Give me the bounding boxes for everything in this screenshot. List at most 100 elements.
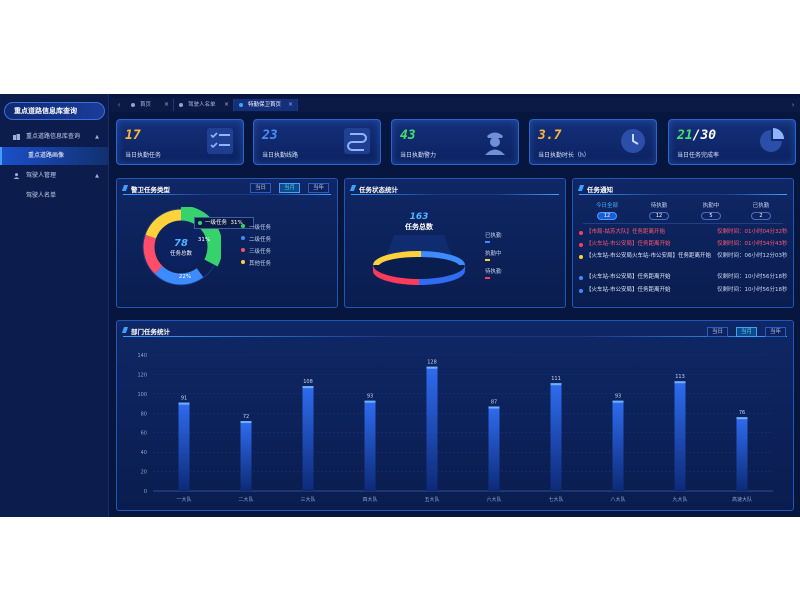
tab-label: 特勤保卫首页 [248,102,282,108]
kpi-card-completion: 21/30 当日任务完成率 [668,119,796,165]
kpi-card-routes: 23 当日执勤线路 [253,119,381,165]
y-tick-label: 100 [137,392,147,398]
kpi-label: 当日执勤线路 [262,152,299,159]
close-icon[interactable]: × [223,101,229,108]
chevron-left-icon[interactable]: ‹ [117,101,121,109]
panel-title: 部门任务统计 [123,326,170,336]
sidebar-item-driver-management[interactable]: 驾驶人管理 ▲ [0,167,109,185]
legend-level1[interactable]: 一级任务 [241,223,271,231]
sidebar-title[interactable]: 重点道路信息库查询 [4,102,105,120]
bar [736,417,748,491]
status-segment-ongoing [372,250,421,265]
notice-row[interactable]: 【火车站-市公安局】任务距离开始 仅剩时间：10小时56分18秒 [579,274,788,284]
route-icon [344,128,370,154]
segment-month[interactable]: 当月 [279,183,301,193]
bar [364,400,376,491]
kpi-label: 当日执勤时长（h） [538,152,590,159]
legend-other[interactable]: 其他任务 [241,259,271,267]
y-tick-label: 40 [141,450,147,456]
data-label: 111 [551,376,561,382]
bar [488,406,500,491]
legend-level3[interactable]: 三级任务 [241,247,271,255]
legend-level2[interactable]: 二级任务 [241,235,271,243]
y-tick-label: 20 [141,470,147,476]
panel-title: 任务状态统计 [351,184,398,194]
bar [550,383,562,491]
panel-title: 任务通知 [579,184,613,194]
tab-label: 驾驶人名单 [188,102,216,108]
status-segment-done [421,251,466,265]
kpi-label: 当日执勤警力 [400,152,437,159]
kpi-value: 17 [125,128,141,143]
kpi-value: 21/30 [677,128,717,143]
kpi-card-officers: 43 当日执勤警力 [391,119,519,165]
notice-row[interactable]: 【火车站-市公安局火车站-市公安局】任务距离开始 仅剩时间：06小时12分03秒 [579,253,788,269]
close-icon[interactable]: × [163,101,169,108]
x-tick-label: 五大队 [424,496,439,503]
app-window: 重点道路信息库查询 重点道路信息库查询 ▲ 重点道路画像 驾驶人管理 ▲ 驾驶人… [0,94,800,517]
sidebar-item-road-portrait[interactable]: 重点道路画像 [0,147,109,165]
task-status-panel: 任务状态统计 163 任务总数 已执勤 执勤中 待执勤 [344,178,566,308]
sidebar-item-driver-list[interactable]: 驾驶人名单 [0,187,109,205]
notice-filter-pending[interactable]: 待执勤 12 [649,203,669,220]
user-group-icon [13,173,20,179]
donut-label-level1: 31% [198,237,210,243]
segment-month[interactable]: 当月 [736,327,758,337]
bar [240,421,252,491]
tab-bar: ‹ 首页 × 驾驶人名单 × 特勤保卫首页 × › [110,98,800,112]
donut-total-label: 任务总数 [170,249,193,257]
legend-done[interactable]: 已执勤 [485,231,502,243]
data-label: 87 [491,399,497,405]
tooltip-swatch [198,221,202,225]
task-type-donut: 78 任务总数 31% 22% [141,207,221,287]
notice-row[interactable]: 【火车站-市公安局】任务距离开始 仅剩时间：01小时34分43秒 [579,241,788,251]
bar-cap [178,402,190,405]
notice-row[interactable]: 【火车站-市公安局】任务距离开始 仅剩时间：10小时56分18秒 [579,287,788,297]
close-icon[interactable]: × [287,101,293,108]
bar-cap [240,421,252,424]
donut-segment-level3 [143,209,219,285]
sidebar-item-label: 重点道路信息库查询 [26,133,81,140]
sidebar-item-label: 重点道路画像 [28,152,65,159]
police-officer-icon [485,132,505,155]
clock-icon [621,129,645,153]
notice-filter-all[interactable]: 今日全部 12 [595,203,618,220]
chevron-up-icon[interactable]: ▲ [95,134,99,140]
bar [426,366,438,491]
segment-day[interactable]: 当日 [707,327,729,337]
segment-year[interactable]: 当年 [308,183,330,193]
data-label: 93 [615,394,621,400]
x-tick-label: 六大队 [486,496,501,503]
sidebar-item-road-query[interactable]: 重点道路信息库查询 ▲ [0,128,109,146]
segment-day[interactable]: 当日 [250,183,272,193]
bar [302,386,314,491]
donut-segment-level2 [143,209,219,285]
chevron-up-icon[interactable]: ▲ [95,173,99,179]
bar-cap [612,400,624,403]
notice-filter-ongoing[interactable]: 执勤中 5 [701,203,721,220]
building-icon [13,134,20,140]
legend-pending[interactable]: 待执勤 [485,267,502,279]
tab-driver-list[interactable]: 驾驶人名单 × [174,99,234,111]
tab-guard-home[interactable]: 特勤保卫首页 × [234,99,298,111]
segment-year[interactable]: 当年 [765,327,787,337]
legend-ongoing[interactable]: 执勤中 [485,249,502,261]
notice-row[interactable]: 【市局-姑苏大队】任务距离开始 仅剩时间：01小时04分32秒 [579,229,788,239]
bar-cap [302,386,314,389]
data-label: 113 [675,374,685,380]
x-tick-label: 四大队 [362,496,377,503]
y-tick-label: 0 [144,489,147,495]
kpi-value: 23 [262,128,278,143]
tab-home[interactable]: 首页 × [126,99,174,111]
notice-filter-done[interactable]: 已执勤 2 [751,203,771,220]
kpi-value: 3.7 [538,128,562,143]
chevron-right-icon[interactable]: › [791,101,795,109]
bar-cap [550,383,562,386]
bar [612,400,624,491]
kpi-label: 当日执勤任务 [125,152,162,159]
task-status-3d-chart: 163 任务总数 [372,212,466,285]
x-tick-label: 八大队 [610,496,625,503]
bar [674,381,686,491]
x-tick-label: 七大队 [548,496,563,503]
panel-divider [579,194,787,195]
